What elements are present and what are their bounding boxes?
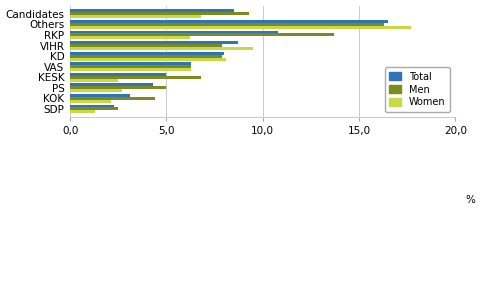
Legend: Total, Men, Women: Total, Men, Women bbox=[384, 67, 450, 112]
Bar bbox=[70, 65, 192, 68]
Bar bbox=[70, 36, 190, 39]
Bar bbox=[70, 58, 226, 60]
Bar bbox=[70, 20, 388, 23]
Bar bbox=[70, 100, 110, 103]
Bar bbox=[70, 15, 201, 18]
Bar bbox=[70, 105, 114, 107]
Bar bbox=[70, 47, 253, 50]
Bar bbox=[70, 31, 278, 33]
Bar bbox=[70, 10, 234, 12]
Bar bbox=[70, 26, 411, 29]
Text: %: % bbox=[465, 195, 475, 205]
Bar bbox=[70, 44, 222, 47]
Bar bbox=[70, 76, 201, 79]
Bar bbox=[70, 12, 249, 15]
Bar bbox=[70, 52, 224, 55]
Bar bbox=[70, 23, 384, 26]
Bar bbox=[70, 33, 334, 36]
Bar bbox=[70, 68, 192, 71]
Bar bbox=[70, 79, 118, 82]
Bar bbox=[70, 94, 130, 97]
Bar bbox=[70, 55, 222, 58]
Bar bbox=[70, 62, 192, 65]
Bar bbox=[70, 107, 118, 110]
Bar bbox=[70, 73, 167, 76]
Bar bbox=[70, 110, 95, 113]
Bar bbox=[70, 86, 167, 89]
Bar bbox=[70, 41, 238, 44]
Bar bbox=[70, 97, 155, 100]
Bar bbox=[70, 89, 122, 92]
Bar bbox=[70, 84, 153, 86]
